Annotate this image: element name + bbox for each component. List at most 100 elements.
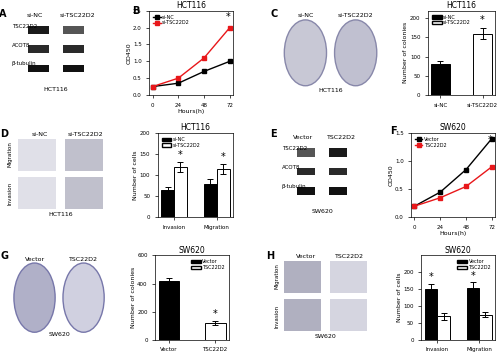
Text: HCT116: HCT116	[48, 212, 72, 217]
Legend: si-NC, si-TSC22D2: si-NC, si-TSC22D2	[160, 136, 202, 149]
si-NC	[201, 69, 207, 74]
Text: TSC22D2: TSC22D2	[282, 146, 307, 151]
Legend: Vector, TSC22D2: Vector, TSC22D2	[456, 258, 492, 272]
Line: TSC22D2: TSC22D2	[412, 165, 494, 208]
Text: Invasion: Invasion	[274, 305, 279, 328]
Text: A: A	[0, 9, 6, 19]
Text: HCT116: HCT116	[44, 87, 68, 92]
Y-axis label: Number of cells: Number of cells	[133, 150, 138, 200]
Text: SW620: SW620	[48, 332, 70, 337]
Legend: Vector, TSC22D2: Vector, TSC22D2	[414, 136, 448, 149]
Line: Vector: Vector	[412, 137, 494, 208]
Text: TSC22D2: TSC22D2	[12, 23, 37, 29]
Text: SW620: SW620	[312, 209, 333, 214]
Bar	[158, 281, 180, 340]
Bar	[174, 167, 187, 217]
Ellipse shape	[334, 20, 377, 86]
Text: si-TSC22D2: si-TSC22D2	[68, 132, 103, 137]
Bar	[329, 148, 347, 157]
si-TSC22D2	[150, 85, 156, 89]
Bar	[28, 26, 48, 34]
Text: F: F	[390, 126, 397, 136]
Y-axis label: OD450: OD450	[388, 164, 394, 186]
Text: Migration: Migration	[274, 264, 279, 290]
Text: si-NC: si-NC	[32, 132, 48, 137]
Y-axis label: Number of colonies: Number of colonies	[404, 22, 408, 84]
Bar	[217, 169, 230, 217]
Text: *: *	[226, 12, 230, 22]
si-NC	[150, 85, 156, 89]
Text: *: *	[213, 309, 218, 319]
si-NC	[176, 81, 182, 85]
Bar	[473, 34, 492, 95]
Text: *: *	[428, 273, 434, 282]
Bar	[161, 190, 174, 217]
Text: *: *	[488, 135, 492, 145]
si-TSC22D2	[227, 25, 233, 30]
Text: Vector: Vector	[296, 254, 316, 259]
Ellipse shape	[14, 263, 55, 332]
Vector	[489, 137, 495, 141]
Text: Invasion: Invasion	[8, 182, 13, 205]
Text: E: E	[270, 129, 277, 139]
Text: *: *	[470, 271, 475, 281]
Text: ACOT8: ACOT8	[282, 165, 300, 170]
Y-axis label: Number of colonies: Number of colonies	[131, 267, 136, 328]
Vector	[463, 167, 469, 172]
Bar	[66, 177, 104, 209]
Text: Migration: Migration	[8, 141, 13, 167]
Title: HCT116: HCT116	[446, 1, 476, 10]
Text: TSC22D2: TSC22D2	[69, 257, 98, 262]
Bar	[284, 299, 321, 331]
Bar	[466, 287, 479, 340]
Bar	[330, 261, 368, 293]
Text: C: C	[270, 9, 278, 19]
X-axis label: Hours(h): Hours(h)	[178, 109, 205, 114]
Legend: Vector, TSC22D2: Vector, TSC22D2	[190, 258, 226, 272]
Title: HCT116: HCT116	[176, 1, 206, 10]
X-axis label: Hours(h): Hours(h)	[440, 232, 467, 236]
Y-axis label: OD450: OD450	[126, 42, 132, 64]
Legend: si-NC, si-TSC22D2: si-NC, si-TSC22D2	[152, 13, 191, 27]
Bar	[425, 289, 438, 340]
Bar	[438, 316, 450, 340]
Bar	[204, 184, 217, 217]
si-TSC22D2	[201, 56, 207, 60]
Title: SW620: SW620	[178, 246, 206, 255]
Text: si-TSC22D2: si-TSC22D2	[60, 12, 95, 18]
Bar	[66, 139, 104, 171]
Text: *: *	[480, 15, 485, 25]
Text: si-NC: si-NC	[26, 12, 43, 18]
Bar	[28, 65, 48, 72]
Bar	[64, 26, 84, 34]
si-TSC22D2	[176, 76, 182, 80]
Bar	[330, 299, 368, 331]
Bar	[284, 261, 321, 293]
TSC22D2	[489, 165, 495, 169]
Ellipse shape	[63, 263, 104, 332]
Title: SW620: SW620	[445, 246, 471, 255]
Bar	[479, 314, 492, 340]
Text: ACOT8: ACOT8	[12, 43, 30, 48]
Bar	[297, 168, 316, 175]
Vector	[412, 204, 418, 208]
Bar	[329, 187, 347, 195]
Bar	[18, 139, 56, 171]
Text: *: *	[178, 150, 183, 160]
Vector	[437, 190, 443, 194]
Text: TSC22D2: TSC22D2	[327, 135, 356, 140]
Text: si-NC: si-NC	[297, 13, 314, 18]
Text: si-TSC22D2: si-TSC22D2	[338, 13, 374, 18]
Y-axis label: Number of cells: Number of cells	[397, 273, 402, 322]
Text: Vector: Vector	[24, 257, 44, 262]
TSC22D2	[463, 184, 469, 189]
TSC22D2	[437, 196, 443, 200]
Bar	[205, 323, 226, 340]
Bar	[297, 148, 316, 157]
Text: β-tubulin: β-tubulin	[12, 62, 36, 67]
Text: G: G	[0, 251, 8, 261]
Text: HCT116: HCT116	[318, 88, 343, 93]
Bar	[64, 65, 84, 72]
si-NC	[227, 59, 233, 63]
Text: TSC22D2: TSC22D2	[335, 254, 364, 259]
